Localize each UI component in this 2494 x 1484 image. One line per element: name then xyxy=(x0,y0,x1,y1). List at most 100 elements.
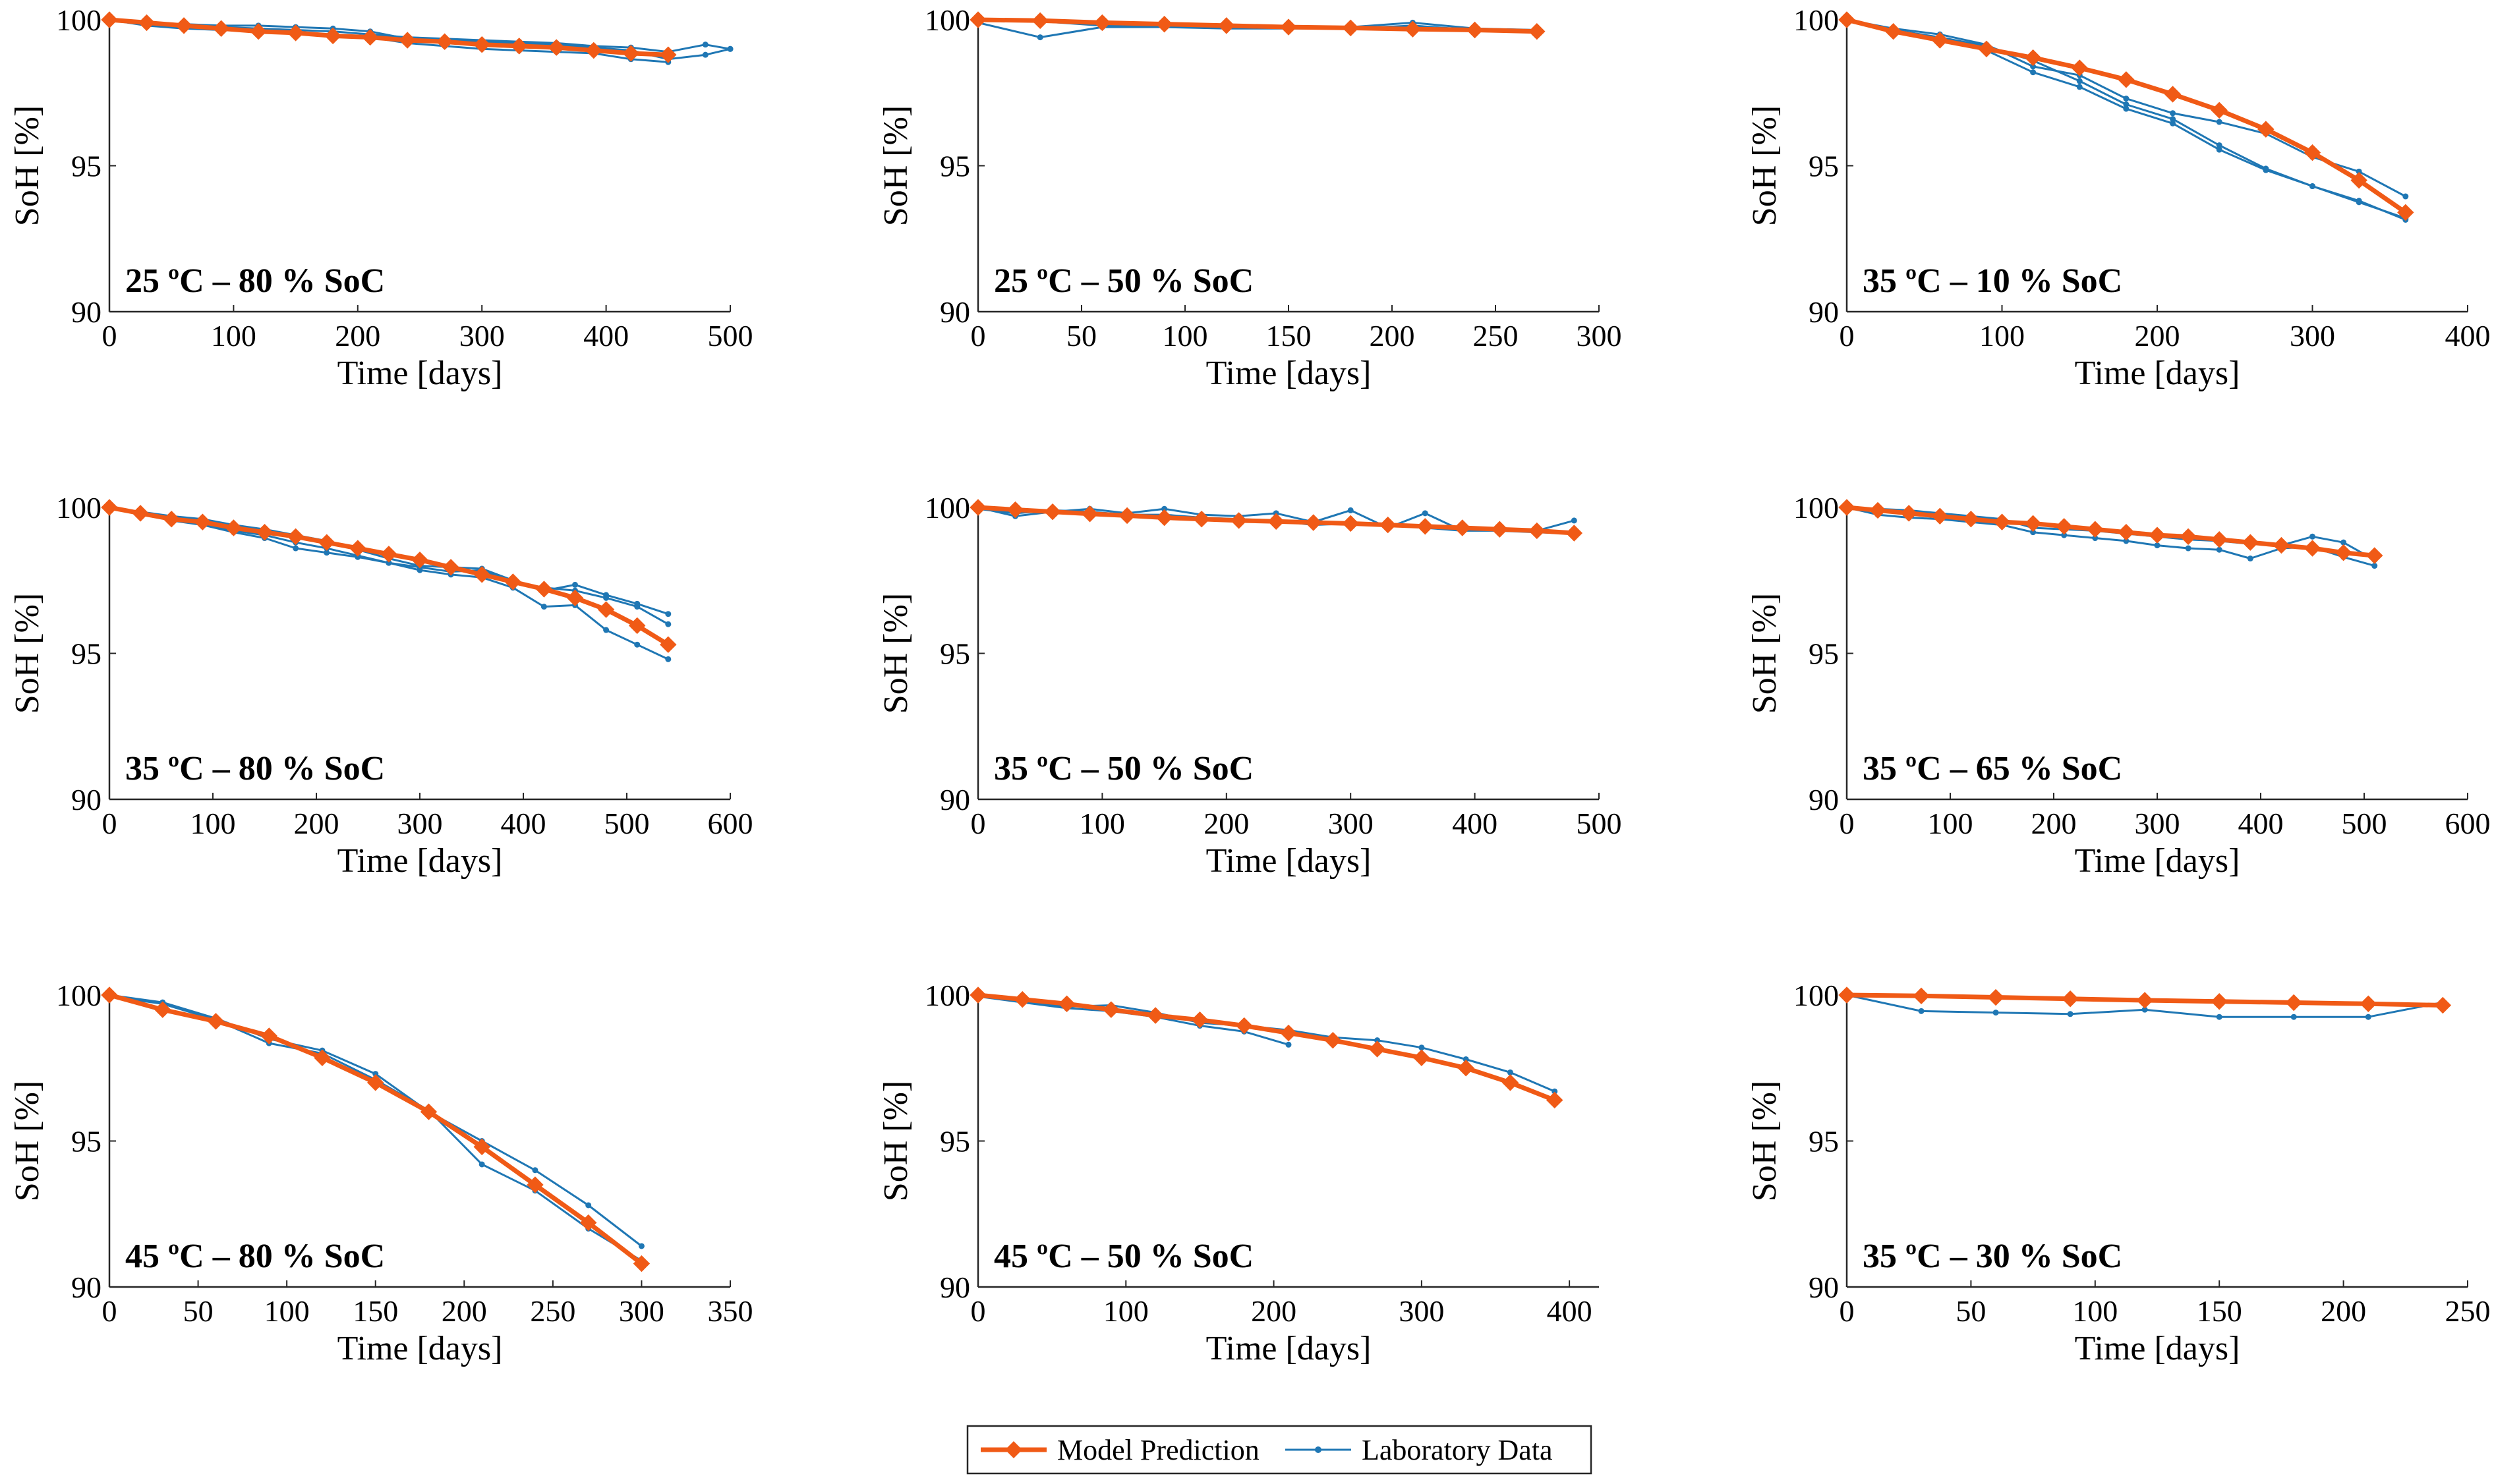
laboratory-data-point xyxy=(386,559,392,566)
model-prediction-point xyxy=(970,986,987,1004)
y-axis-label: SoH [%] xyxy=(1746,1081,1784,1201)
x-tick-label: 600 xyxy=(2445,807,2491,840)
legend: Model Prediction Laboratory Data xyxy=(966,1425,1592,1475)
model-prediction-point xyxy=(1838,499,1855,516)
x-tick-label: 400 xyxy=(2445,319,2491,353)
x-tick-label: 0 xyxy=(971,807,986,840)
laboratory-data-point xyxy=(2356,198,2362,204)
laboratory-data-point xyxy=(2170,116,2176,123)
x-tick-label: 200 xyxy=(2321,1294,2366,1328)
model-prediction-point xyxy=(1155,15,1173,33)
y-tick-label: 95 xyxy=(940,150,970,183)
y-tick-label: 95 xyxy=(940,637,970,671)
panel-title: 25 ºC – 80 % SoC xyxy=(125,262,385,300)
model-prediction-point xyxy=(1118,507,1136,525)
laboratory-data-point xyxy=(702,42,709,48)
plot-area xyxy=(109,995,730,1287)
x-axis-label: Time [days] xyxy=(337,355,503,392)
x-tick-label: 400 xyxy=(583,319,629,353)
model-prediction-point xyxy=(1267,513,1285,530)
model-prediction-point xyxy=(2087,521,2104,538)
laboratory-data-point xyxy=(2247,556,2253,562)
model-prediction-series xyxy=(1838,499,2383,564)
x-tick-label: 0 xyxy=(102,807,117,840)
model-prediction-point xyxy=(1913,987,1930,1005)
y-axis-label: SoH [%] xyxy=(9,105,46,226)
model-prediction-point xyxy=(1324,1031,1341,1049)
x-tick-label: 500 xyxy=(2342,807,2387,840)
laboratory-data-point xyxy=(2076,78,2083,84)
laboratory-data-point xyxy=(2123,105,2130,112)
laboratory-data-point xyxy=(1418,1044,1425,1051)
laboratory-data-point xyxy=(540,604,547,610)
panel-title: 35 ºC – 10 % SoC xyxy=(1863,262,2122,300)
x-axis-label: Time [days] xyxy=(1206,1330,1372,1367)
plot-area xyxy=(109,20,730,312)
legend-model-marker xyxy=(1005,1441,1022,1458)
model-prediction-point xyxy=(585,42,602,59)
laboratory-data-point xyxy=(2216,119,2222,125)
x-tick-label: 100 xyxy=(211,319,256,353)
laboratory-data-point xyxy=(1992,1010,1999,1016)
model-prediction-point xyxy=(2350,171,2367,189)
model-prediction-point xyxy=(1931,32,1949,49)
model-prediction-point xyxy=(548,39,565,56)
model-prediction-point xyxy=(436,33,453,50)
panel-title: 35 ºC – 50 % SoC xyxy=(994,750,1254,787)
x-tick-label: 300 xyxy=(397,807,443,840)
laboratory-data-point xyxy=(1552,1088,1558,1095)
model-prediction-point xyxy=(2211,101,2228,119)
x-axis-label: Time [days] xyxy=(1206,842,1372,880)
laboratory-data-point xyxy=(2309,533,2315,540)
model-prediction-point xyxy=(1379,516,1397,534)
laboratory-data-point xyxy=(585,1202,592,1209)
legend-lab-marker xyxy=(1315,1446,1321,1453)
model-prediction-point xyxy=(2024,515,2042,532)
model-prediction-series xyxy=(101,986,651,1272)
model-prediction-point xyxy=(473,566,490,583)
x-tick-label: 200 xyxy=(1370,319,1415,353)
model-prediction-point xyxy=(1491,521,1508,538)
laboratory-data-point xyxy=(2123,101,2130,107)
x-tick-label: 200 xyxy=(1204,807,1249,840)
laboratory-data-point xyxy=(638,1243,645,1249)
x-tick-label: 0 xyxy=(1840,319,1855,353)
x-tick-label: 100 xyxy=(190,807,236,840)
model-prediction-point xyxy=(1413,1049,1430,1066)
model-prediction-point xyxy=(1218,17,1235,34)
model-prediction-line xyxy=(977,17,1537,34)
laboratory-data-point xyxy=(2309,183,2315,190)
model-prediction-point xyxy=(1280,18,1297,36)
laboratory-data-point xyxy=(665,611,672,617)
model-prediction-point xyxy=(411,552,428,569)
x-tick-label: 200 xyxy=(442,1294,487,1328)
y-tick-label: 100 xyxy=(925,491,970,525)
model-prediction-point xyxy=(2118,71,2135,88)
model-prediction-point xyxy=(2360,995,2377,1012)
model-prediction-point xyxy=(250,23,267,40)
x-tick-label: 150 xyxy=(2197,1294,2242,1328)
model-prediction-point xyxy=(256,523,274,541)
model-prediction-point xyxy=(597,601,615,618)
laboratory-data-point xyxy=(2076,84,2083,90)
y-tick-label: 95 xyxy=(71,1125,102,1158)
model-prediction-point xyxy=(175,17,192,34)
model-prediction-point xyxy=(2434,996,2452,1014)
laboratory-data-point xyxy=(665,621,672,627)
y-tick-label: 90 xyxy=(940,783,970,816)
x-tick-label: 0 xyxy=(1840,807,1855,840)
x-tick-label: 0 xyxy=(1840,1294,1855,1328)
model-prediction-point xyxy=(1987,988,2004,1006)
model-prediction-point xyxy=(2055,518,2073,535)
model-prediction-point xyxy=(473,36,490,53)
laboratory-data-point xyxy=(634,641,641,648)
legend-box xyxy=(966,1425,1592,1475)
model-prediction-point xyxy=(970,499,987,516)
model-prediction-point xyxy=(1147,1007,1164,1024)
model-prediction-point xyxy=(633,1255,651,1272)
model-prediction-point xyxy=(380,546,397,563)
model-prediction-point xyxy=(2211,993,2228,1010)
model-prediction-point xyxy=(260,1027,277,1044)
model-prediction-point xyxy=(2273,536,2290,554)
